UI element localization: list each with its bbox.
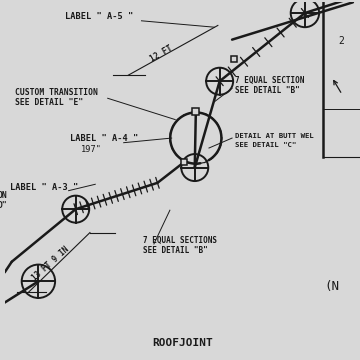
Text: LABEL " A-5 ": LABEL " A-5 " [65, 12, 133, 21]
Text: DETAIL AT BUTT WEL: DETAIL AT BUTT WEL [235, 132, 314, 139]
Text: SEE DETAIL "B": SEE DETAIL "B" [143, 246, 208, 255]
Bar [192, 108, 199, 115]
Bar [181, 158, 187, 165]
Text: LABEL " A-3 ": LABEL " A-3 " [10, 183, 78, 192]
Text: 7 EQUAL SECTIONS: 7 EQUAL SECTIONS [143, 236, 217, 245]
Text: SEE DETAIL "C": SEE DETAIL "C" [235, 142, 296, 148]
Text: 197": 197" [81, 145, 102, 154]
Text: SEE DETAIL "E": SEE DETAIL "E" [15, 98, 84, 107]
Text: 13 FT 9 IN: 13 FT 9 IN [31, 245, 71, 282]
Text: 12 FT: 12 FT [148, 44, 174, 64]
Text: (N: (N [324, 280, 339, 293]
Text: 7 EQUAL SECTION: 7 EQUAL SECTION [235, 76, 304, 85]
Text: ROOFJOINT: ROOFJOINT [152, 338, 213, 348]
Text: SEE DETAIL "B": SEE DETAIL "B" [235, 86, 300, 95]
Text: D": D" [0, 201, 7, 210]
Text: 2: 2 [339, 36, 345, 46]
Text: CUSTOM TRANSITION: CUSTOM TRANSITION [15, 89, 98, 98]
Bar [231, 56, 237, 62]
Text: LABEL " A-4 ": LABEL " A-4 " [71, 134, 139, 143]
Text: ON: ON [0, 192, 7, 201]
